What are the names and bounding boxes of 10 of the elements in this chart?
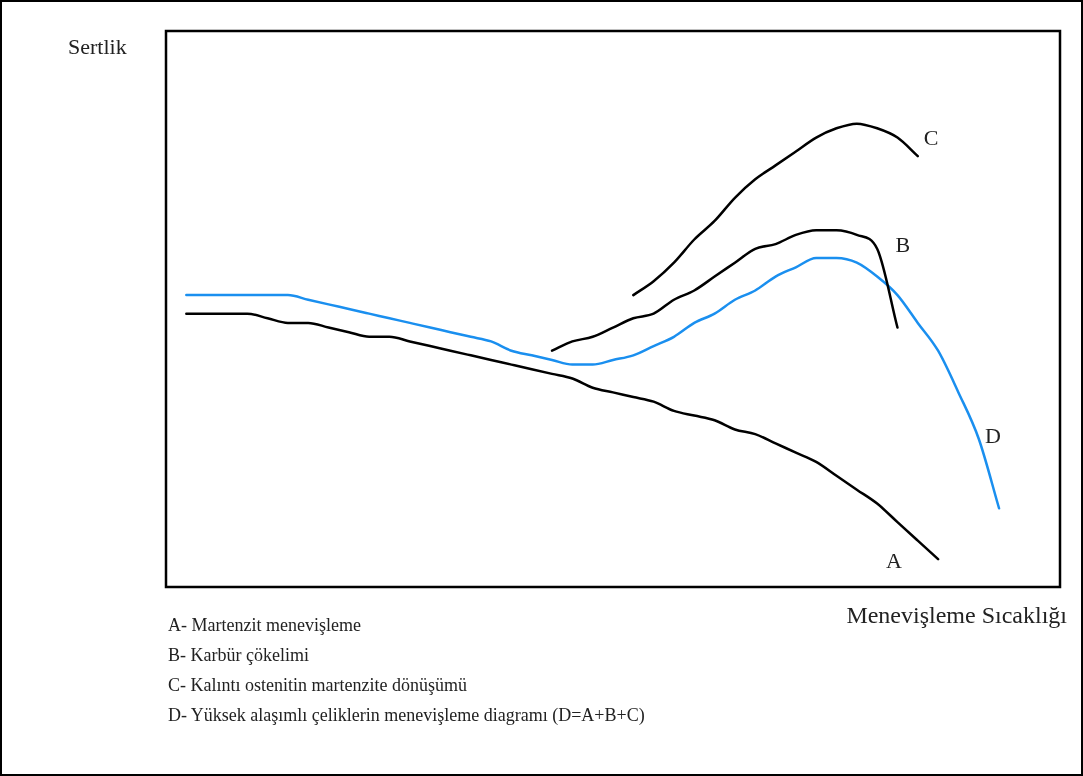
y-axis-title: Sertlik bbox=[68, 34, 127, 60]
text: B- Karbür çökelimi bbox=[168, 644, 310, 667]
text: C- Kalıntı ostenitin martenzite dönüşümü bbox=[168, 674, 468, 697]
series-label: B bbox=[895, 232, 911, 258]
text: D- Yüksek alaşımlı çeliklerin menevişleme diagramı (D=A+B+C) bbox=[168, 704, 645, 727]
text: A- Martenzit menevişleme bbox=[168, 614, 362, 637]
series-label: D bbox=[985, 423, 1001, 449]
series-label: A bbox=[886, 547, 903, 573]
x-axis-title: Menevişleme Sıcaklığı bbox=[846, 602, 1067, 629]
series-label: C bbox=[923, 124, 939, 150]
